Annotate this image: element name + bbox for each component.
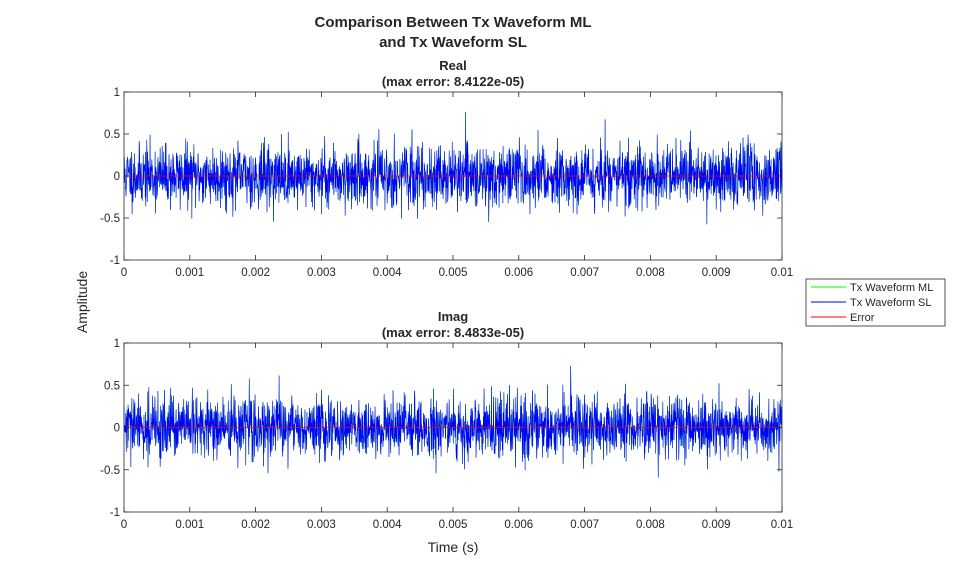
x-tick-label: 0.008 bbox=[636, 267, 665, 279]
axes-imag: 0 0.001 0.002 0.003 0.004 0.005 0.006 0.007 0.00… bbox=[100, 338, 793, 531]
axes2-subtitle: (max error: 8.4833e-05) bbox=[382, 325, 524, 340]
y-tick-label: 0.5 bbox=[104, 380, 120, 392]
x-tick-label: 0.004 bbox=[373, 267, 402, 279]
y-tick-label: -1 bbox=[110, 255, 120, 267]
figure-title-line2: and Tx Waveform SL bbox=[379, 34, 527, 51]
legend-label-error: Error bbox=[850, 312, 875, 324]
figure-title-line1: Comparison Between Tx Waveform ML bbox=[315, 14, 592, 31]
x-tick-label: 0.006 bbox=[504, 267, 533, 279]
x-tick-label: 0.008 bbox=[636, 519, 665, 531]
legend: Tx Waveform ML Tx Waveform SL Error bbox=[805, 278, 946, 327]
x-tick-label: 0.003 bbox=[307, 519, 336, 531]
axes-real: 0 0.001 0.002 0.003 0.004 0.005 0.006 0.007 0.00… bbox=[100, 87, 793, 279]
x-tick-label: 0.007 bbox=[570, 267, 599, 279]
y-tick-label: 0 bbox=[114, 171, 120, 183]
x-tick-label: 0.006 bbox=[504, 519, 533, 531]
x-tick-label: 0.001 bbox=[175, 267, 204, 279]
x-tick-label: 0.009 bbox=[702, 519, 731, 531]
x-tick-label: 0.01 bbox=[771, 519, 793, 531]
x-tick-label: 0.004 bbox=[373, 519, 402, 531]
y-tick-label: -0.5 bbox=[100, 213, 120, 225]
x-tick-label: 0.005 bbox=[439, 519, 468, 531]
x-tick-label: 0.002 bbox=[241, 267, 270, 279]
legend-label-sl: Tx Waveform SL bbox=[850, 297, 932, 309]
x-tick-label: 0.007 bbox=[570, 519, 599, 531]
x-tick-label: 0.005 bbox=[439, 267, 468, 279]
axes1-subtitle: (max error: 8.4122e-05) bbox=[382, 74, 524, 89]
x-tick-label: 0.009 bbox=[702, 267, 731, 279]
x-tick-label: 0.003 bbox=[307, 267, 336, 279]
axes1-title: Real bbox=[439, 58, 466, 73]
y-tick-label: -1 bbox=[110, 507, 120, 519]
x-tick-label: 0 bbox=[121, 267, 127, 279]
y-axis-label: Amplitude bbox=[74, 271, 90, 333]
y-tick-label: 0.5 bbox=[104, 129, 120, 141]
legend-label-ml: Tx Waveform ML bbox=[850, 282, 933, 294]
x-axis-label: Time (s) bbox=[428, 539, 479, 555]
x-tick-label: 0.001 bbox=[175, 519, 204, 531]
y-tick-label: 1 bbox=[114, 87, 120, 99]
series-line-tx-waveform-sl bbox=[123, 112, 783, 225]
y-tick-label: 0 bbox=[114, 423, 120, 435]
series-line-tx-waveform-sl bbox=[123, 365, 783, 478]
x-tick-label: 0.002 bbox=[241, 519, 270, 531]
x-tick-label: 0.01 bbox=[771, 267, 793, 279]
axes2-title: Imag bbox=[438, 309, 468, 324]
x-tick-label: 0 bbox=[121, 519, 127, 531]
y-tick-label: 1 bbox=[114, 338, 120, 350]
y-tick-label: -0.5 bbox=[100, 465, 120, 477]
